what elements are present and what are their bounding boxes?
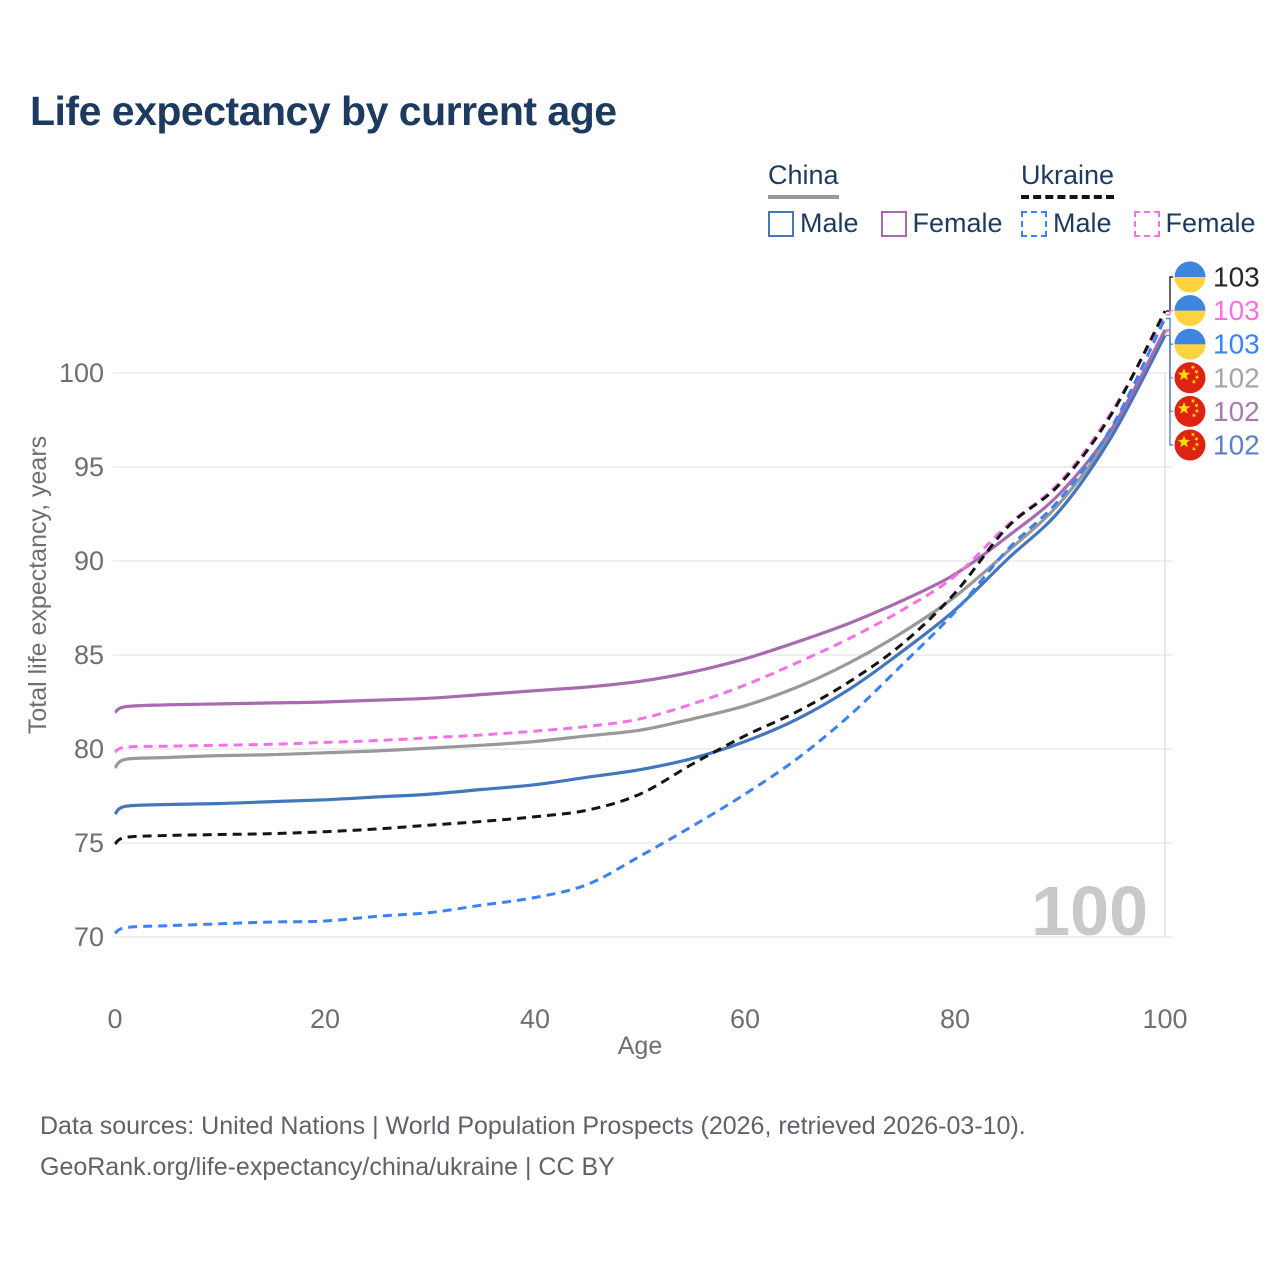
ukraine-flag-icon xyxy=(1174,295,1206,327)
x-tick-label: 100 xyxy=(1142,1004,1187,1034)
legend-items-china: Male Female xyxy=(768,208,1003,239)
footer-source-line: Data sources: United Nations | World Pop… xyxy=(40,1112,1026,1140)
series-line-ukraine xyxy=(114,310,1167,846)
legend-group-ukraine: Ukraine Male Female xyxy=(1021,160,1256,239)
legend-item-ukraine-female[interactable]: Female xyxy=(1133,208,1256,239)
end-label: 102 xyxy=(1213,396,1260,427)
end-label: 103 xyxy=(1213,262,1260,293)
legend-underline-ukraine xyxy=(1021,195,1115,199)
x-axis-title: Age xyxy=(618,1032,662,1060)
legend-group-label-china: China xyxy=(768,160,839,190)
legend-header-ukraine: Ukraine xyxy=(1021,160,1115,199)
leader-line xyxy=(1166,276,1173,312)
legend-item-label: Male xyxy=(800,208,859,238)
end-label: 102 xyxy=(1213,362,1260,393)
y-tick-label: 75 xyxy=(74,828,104,858)
x-tick-label: 40 xyxy=(520,1004,550,1034)
legend-item-label: Female xyxy=(912,208,1003,238)
legend: China Male Female Ukraine xyxy=(0,160,1280,240)
china-male-swatch-icon xyxy=(768,210,794,237)
legend-item-china-female[interactable]: Female xyxy=(880,208,1003,239)
ukraine-male-swatch-icon xyxy=(1021,210,1047,237)
footer: Data sources: United Nations | World Pop… xyxy=(40,1106,1026,1188)
ukraine-flag-icon xyxy=(1174,328,1206,360)
page-title: Life expectancy by current age xyxy=(30,88,617,134)
ukraine-flag-icon xyxy=(1174,261,1206,293)
y-tick-label: 100 xyxy=(59,358,104,388)
china-flag-icon xyxy=(1174,362,1206,394)
china-flag-icon xyxy=(1174,429,1206,461)
series-line-china-female xyxy=(114,329,1167,714)
y-tick-label: 85 xyxy=(74,640,104,670)
y-tick-label: 95 xyxy=(74,452,104,482)
x-tick-label: 80 xyxy=(940,1004,970,1034)
legend-item-ukraine-male[interactable]: Male xyxy=(1021,208,1112,239)
legend-items-ukraine: Male Female xyxy=(1021,208,1256,239)
age-counter: 100 xyxy=(1031,872,1148,950)
series-line-china xyxy=(113,330,1167,770)
footer-link-line: GeoRank.org/life-expectancy/china/ukrain… xyxy=(40,1153,615,1181)
end-label: 103 xyxy=(1213,295,1260,326)
china-flag-icon xyxy=(1174,395,1206,427)
legend-group-label-ukraine: Ukraine xyxy=(1021,160,1115,190)
gridlines xyxy=(113,372,1173,938)
leader-line xyxy=(1166,334,1173,446)
legend-header-china: China xyxy=(768,160,839,199)
x-tick-label: 20 xyxy=(310,1004,340,1034)
ukraine-female-swatch-icon xyxy=(1133,210,1160,237)
legend-group-china: China Male Female xyxy=(768,160,1003,239)
y-tick-label: 80 xyxy=(74,734,104,764)
legend-underline-china xyxy=(768,195,839,199)
end-label: 102 xyxy=(1213,430,1260,461)
legend-item-label: Female xyxy=(1165,208,1256,238)
axes: 70 75 80 85 90 95 100 0 20 40 60 80 100 Age Total life… xyxy=(24,358,1188,1060)
x-tick-label: 0 xyxy=(107,1004,122,1034)
series-line-ukraine-male xyxy=(114,317,1167,935)
x-tick-label: 60 xyxy=(730,1004,760,1034)
china-female-swatch-icon xyxy=(880,210,907,237)
end-label: 103 xyxy=(1213,329,1260,360)
leader-line xyxy=(1166,309,1173,316)
series-line-ukraine-female xyxy=(114,313,1167,754)
legend-item-label: Male xyxy=(1053,208,1112,238)
series-line-china-male xyxy=(113,334,1167,816)
y-axis-title: Total life expectancy, years xyxy=(24,436,52,734)
y-tick-label: 90 xyxy=(74,546,104,576)
y-tick-label: 70 xyxy=(74,922,104,952)
legend-item-china-male[interactable]: Male xyxy=(768,208,859,239)
